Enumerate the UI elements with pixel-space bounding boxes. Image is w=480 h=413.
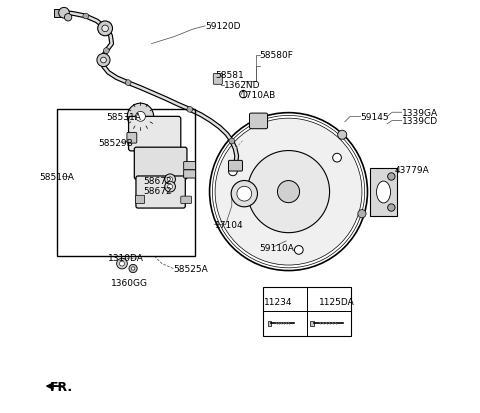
Circle shape [102, 26, 108, 33]
Text: 59145: 59145 [360, 113, 389, 121]
Circle shape [338, 131, 347, 140]
Bar [54, 10, 64, 18]
Text: 58672: 58672 [144, 177, 172, 185]
Text: 58510A: 58510A [39, 173, 74, 181]
Circle shape [165, 182, 175, 192]
Text: 58525A: 58525A [173, 264, 208, 273]
Text: 1125DA: 1125DA [319, 297, 355, 306]
FancyBboxPatch shape [250, 114, 267, 129]
FancyBboxPatch shape [129, 117, 181, 152]
FancyBboxPatch shape [135, 196, 144, 204]
Circle shape [125, 81, 131, 86]
Circle shape [229, 139, 235, 145]
Circle shape [97, 54, 110, 67]
Circle shape [104, 49, 109, 54]
Circle shape [228, 168, 237, 176]
Text: 1362ND: 1362ND [224, 81, 261, 90]
Circle shape [132, 267, 135, 271]
Circle shape [248, 151, 330, 233]
FancyBboxPatch shape [184, 171, 195, 178]
Circle shape [168, 177, 172, 182]
FancyBboxPatch shape [184, 162, 195, 171]
FancyBboxPatch shape [134, 148, 187, 180]
Ellipse shape [376, 182, 391, 204]
FancyBboxPatch shape [127, 133, 137, 144]
Text: 43779A: 43779A [394, 166, 429, 175]
Bar [310, 321, 314, 326]
Text: 1339CD: 1339CD [402, 117, 439, 126]
Circle shape [59, 8, 69, 19]
Text: 58531A: 58531A [107, 113, 141, 121]
Circle shape [187, 107, 192, 113]
Circle shape [135, 112, 145, 122]
Circle shape [165, 175, 175, 185]
Circle shape [83, 14, 89, 20]
Text: 1360GG: 1360GG [110, 278, 147, 287]
Circle shape [388, 204, 395, 212]
Text: 58580F: 58580F [260, 51, 294, 60]
Circle shape [129, 265, 137, 273]
Circle shape [294, 246, 303, 255]
Text: 17104: 17104 [215, 221, 243, 230]
Text: 59110A: 59110A [260, 244, 295, 253]
Text: 58672: 58672 [144, 186, 172, 195]
Circle shape [98, 22, 112, 37]
FancyBboxPatch shape [181, 197, 192, 204]
Bar [370, 169, 397, 217]
Circle shape [127, 104, 154, 130]
Circle shape [64, 14, 72, 22]
Circle shape [101, 58, 107, 64]
FancyBboxPatch shape [213, 74, 222, 85]
Text: 59120D: 59120D [205, 22, 240, 31]
Circle shape [168, 185, 172, 190]
Bar [139, 147, 164, 151]
FancyBboxPatch shape [136, 176, 185, 209]
Circle shape [237, 187, 252, 202]
Text: 1710AB: 1710AB [241, 91, 276, 100]
Circle shape [120, 261, 124, 266]
Circle shape [277, 181, 300, 203]
Text: FR.: FR. [50, 380, 73, 393]
Text: 11234: 11234 [264, 297, 292, 306]
Text: 58581: 58581 [216, 71, 244, 80]
Circle shape [231, 181, 257, 207]
Circle shape [333, 154, 341, 163]
Circle shape [388, 173, 395, 181]
Bar [267, 321, 272, 326]
Circle shape [215, 119, 362, 266]
Bar [263, 287, 351, 336]
FancyBboxPatch shape [228, 161, 242, 172]
Text: 1339GA: 1339GA [402, 109, 439, 117]
Text: 1310DA: 1310DA [108, 253, 144, 262]
Circle shape [358, 210, 366, 218]
Text: 58529B: 58529B [98, 138, 133, 147]
Bar [57, 110, 195, 256]
Circle shape [117, 259, 127, 269]
